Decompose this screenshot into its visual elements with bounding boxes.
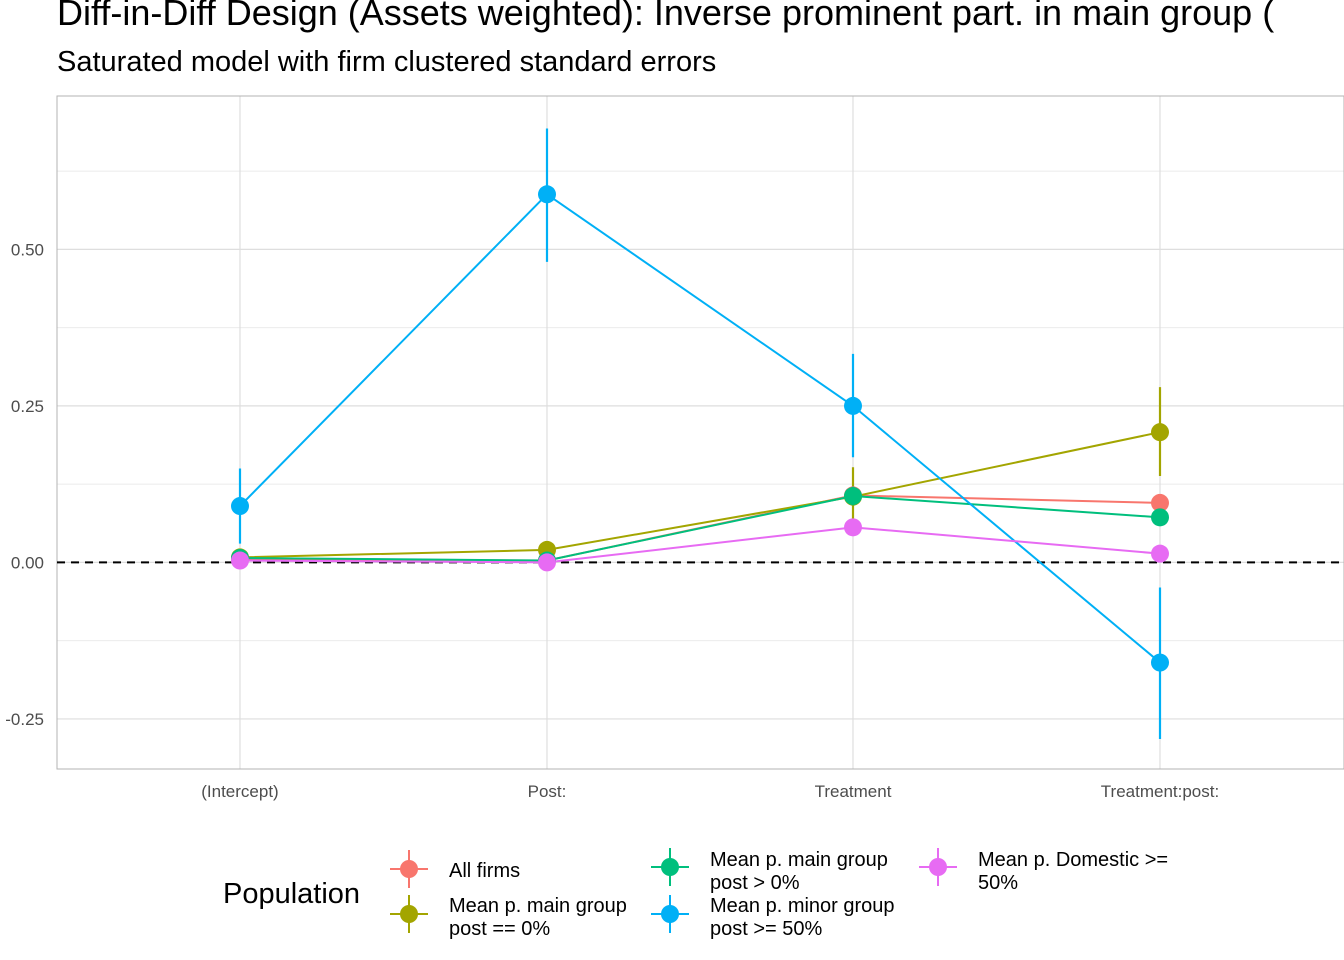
legend-title: Population [223,878,360,910]
series-0 [238,487,1162,562]
y-axis-ticks: -0.25 0.00 0.25 0.50 [5,240,44,729]
series-1 [238,387,1162,560]
y-tick-label: 0.25 [11,397,44,416]
data-point [1151,508,1169,527]
legend-label-line: post == 0% [449,918,550,940]
legend-label-line: post >= 50% [710,918,823,940]
x-axis-ticks: (Intercept) Post: Treatment Treatment:post: [201,782,1219,801]
legend-label: Mean p. main group post > 0% [710,849,888,894]
legend-label: All firms [449,860,520,882]
legend-label-line: Mean p. minor group [710,895,895,917]
series-line [239,495,1161,562]
data-point [1151,544,1169,563]
x-tick-label: Treatment:post: [1101,782,1219,801]
legend-item: Mean p. Domestic >= 50% [919,848,1168,894]
legend-key-point [661,905,679,923]
data-point [1151,493,1169,512]
y-tick-label: 0.00 [11,553,44,572]
legend-label-line: All firms [449,860,520,882]
legend-key-point [661,858,679,876]
data-point [844,487,862,506]
data-point [538,185,556,204]
x-tick-label: (Intercept) [201,782,278,801]
legend-label-line: Mean p. Domestic >= [978,849,1168,871]
data-point [844,518,862,537]
grid-lines [57,96,1344,769]
series-3 [238,128,1162,739]
x-tick-label: Post: [528,782,567,801]
data-point [231,497,249,516]
x-tick-label: Treatment [815,782,892,801]
legend-label-line: Mean p. main group [710,849,888,871]
data-point [231,551,249,570]
legend-item: All firms [390,850,520,888]
series-points-3 [231,185,1169,672]
series-line [239,526,1161,564]
data-point [1151,423,1169,442]
data-point [1151,653,1169,672]
legend-item: Mean p. main group post == 0% [390,895,627,940]
series-line [239,431,1161,559]
y-tick-label: 0.50 [11,240,44,259]
chart-title: Diff-in-Diff Design (Assets weighted): I… [57,0,1275,33]
legend-label-line: 50% [978,872,1018,894]
chart-subtitle: Saturated model with firm clustered stan… [57,46,717,78]
legend-label: Mean p. minor group post >= 50% [710,895,895,940]
legend-label: Mean p. Domestic >= 50% [978,849,1168,894]
panel-border [56,95,1344,770]
legend-key-point [929,858,947,876]
legend-label-line: Mean p. main group [449,895,627,917]
series-line [239,192,1161,664]
legend-key-point [400,905,418,923]
legend-key-point [400,860,418,878]
series-4 [238,523,1162,564]
data-point [844,396,862,415]
legend-label: Mean p. main group post == 0% [449,895,627,940]
y-tick-label: -0.25 [5,710,44,729]
legend-item: Mean p. minor group post >= 50% [651,895,895,940]
series-group [231,128,1169,739]
legend-item: Mean p. main group post > 0% [651,848,888,894]
data-point [538,553,556,572]
series-points-4 [231,518,1169,572]
legend-label-line: post > 0% [710,872,800,894]
